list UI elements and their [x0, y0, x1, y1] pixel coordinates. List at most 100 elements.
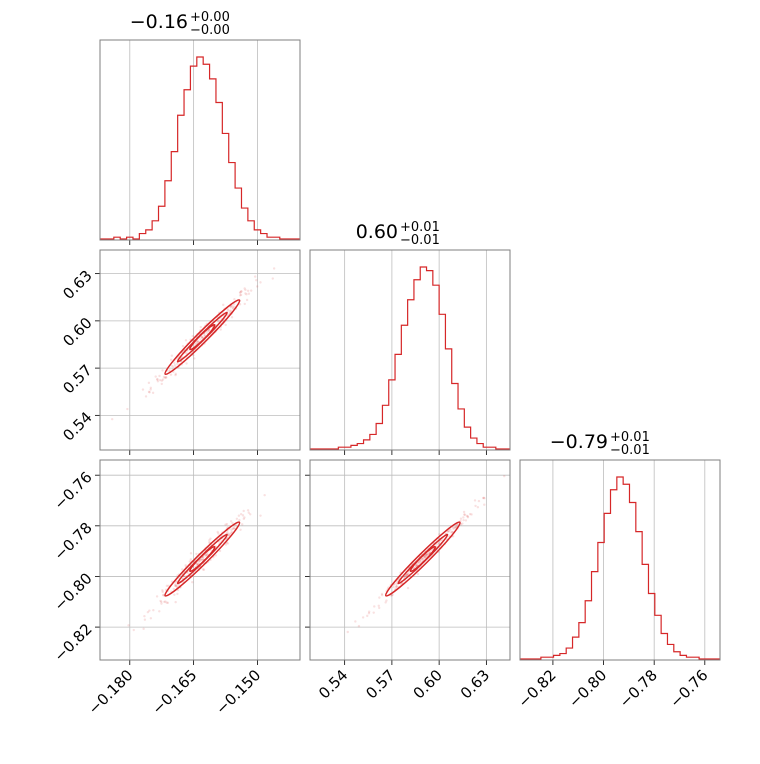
panel-border — [309, 459, 511, 661]
scatter-point — [205, 553, 209, 556]
scatter-point — [247, 292, 251, 295]
scatter-point — [155, 595, 159, 598]
scatter-point — [346, 630, 349, 634]
scatter-point — [357, 624, 361, 628]
scatter-point — [165, 376, 168, 379]
scatter-point — [168, 369, 171, 372]
scatter-point — [161, 590, 164, 594]
scatter-point — [151, 391, 155, 395]
histogram-series — [520, 476, 720, 660]
scatter-point — [222, 303, 225, 307]
panel-border — [99, 39, 301, 241]
scatter-point — [161, 369, 164, 372]
panel-title-lower-error: −0.00 — [190, 23, 230, 38]
panel-1-1: 0.60 +0.01−0.01 — [309, 220, 511, 455]
panel-border — [519, 459, 721, 661]
scatter-point — [158, 374, 161, 378]
scatter-point — [224, 543, 228, 546]
scatter-point — [255, 279, 258, 282]
scatter-point — [196, 562, 199, 565]
scatter-point — [395, 585, 398, 588]
scatter-point — [259, 514, 262, 517]
scatter-point — [164, 600, 167, 603]
scatter-point — [154, 375, 157, 378]
scatter-point — [247, 511, 250, 514]
scatter-point — [164, 376, 167, 379]
scatter-point — [165, 584, 169, 588]
scatter-point — [203, 334, 207, 337]
scatter-point — [196, 341, 199, 344]
scatter-point — [231, 522, 234, 525]
panel-title-upper-error: +0.01 — [610, 430, 650, 445]
panel-background — [100, 460, 300, 660]
scatter-point — [232, 527, 235, 530]
scatter-point — [423, 555, 426, 559]
scatter-point — [173, 364, 177, 367]
scatter-point — [239, 513, 243, 516]
scatter-point — [196, 562, 200, 566]
scatter-point — [176, 362, 179, 366]
scatter-point — [380, 593, 384, 597]
scatter-point — [263, 493, 266, 497]
panel-title-lower-error: −0.01 — [610, 443, 650, 458]
scatter-point — [175, 584, 178, 587]
scatter-point — [149, 386, 153, 389]
scatter-point — [174, 372, 177, 376]
scatter-point — [246, 509, 250, 512]
scatter-point — [217, 320, 220, 323]
scatter-point — [169, 358, 173, 362]
scatter-point — [239, 291, 242, 294]
scatter-point — [232, 302, 236, 306]
x-tick-label: −0.78 — [616, 666, 661, 711]
scatter-point — [170, 354, 174, 357]
scatter-point — [160, 379, 164, 382]
scatter-point — [237, 514, 241, 517]
scatter-point — [199, 338, 202, 341]
scatter-point — [385, 599, 388, 602]
histogram-series — [310, 266, 510, 450]
scatter-point — [184, 564, 187, 567]
scatter-point — [416, 563, 419, 566]
y-tick-label: 0.57 — [59, 361, 95, 397]
scatter-point — [110, 417, 114, 421]
scatter-point — [231, 305, 235, 308]
scatter-point — [229, 310, 232, 313]
scatter-point — [423, 557, 427, 560]
scatter-point — [380, 592, 384, 596]
scatter-point — [227, 533, 230, 537]
scatter-point — [200, 558, 203, 561]
scatter-point — [453, 526, 457, 529]
scatter-point — [245, 293, 248, 296]
scatter-point — [188, 560, 191, 563]
scatter-point — [176, 592, 179, 596]
scatter-point — [449, 528, 452, 532]
scatter-point — [202, 568, 206, 571]
scatter-point — [235, 517, 239, 520]
scatter-point — [451, 530, 454, 534]
scatter-point — [427, 552, 430, 555]
scatter-point — [174, 583, 177, 586]
scatter-point — [162, 594, 165, 597]
scatter-point — [229, 309, 232, 312]
scatter-point — [249, 289, 253, 292]
scatter-point — [378, 606, 381, 610]
scatter-point — [175, 585, 178, 588]
scatter-point — [127, 624, 130, 627]
contour-level — [176, 311, 228, 363]
panel-2-2: −0.79 +0.01−0.01 — [519, 430, 721, 665]
scatter-point — [244, 292, 247, 295]
scatter-point — [405, 574, 408, 577]
scatter-point — [249, 513, 252, 516]
scatter-point — [367, 610, 371, 613]
contour-level — [176, 533, 228, 585]
x-tick-label: −0.150 — [212, 666, 264, 718]
scatter-point — [208, 539, 211, 542]
scatter-point — [181, 568, 184, 571]
scatter-point — [437, 541, 440, 545]
scatter-point — [367, 612, 371, 615]
scatter-point — [143, 618, 147, 621]
scatter-point — [464, 519, 468, 522]
scatter-point — [426, 553, 429, 556]
scatter-point — [171, 365, 175, 368]
scatter-point — [435, 543, 438, 546]
